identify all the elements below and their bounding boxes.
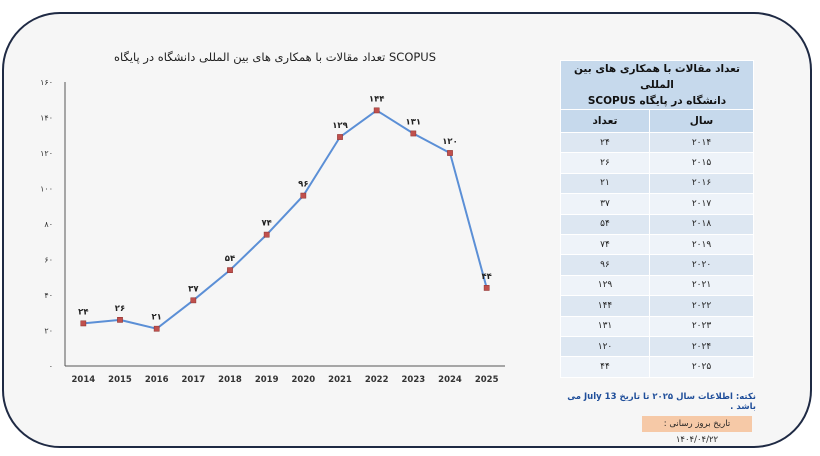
count-cell: ۵۴ [560,213,650,235]
series-line [83,109,488,330]
year-cell: ۲۰۱۸ [649,213,754,235]
y-tick-label: ۱۲۰ [40,149,53,158]
data-point [447,150,453,156]
x-tick-label: 2024 [438,375,462,385]
table-row: ۵۴ ۲۰۱۸ [560,213,754,235]
x-tick-label: 2019 [255,375,279,385]
count-cell: ۲۴ [560,131,650,154]
data-point [263,231,270,238]
year-cell: ۲۰۲۲ [649,295,754,317]
x-tick-label: 2020 [291,375,315,385]
y-tick-label: ۲۰ [44,327,53,336]
data-label: ۱۲۹ [332,121,348,131]
table-row: ۲۴ ۲۰۱۴ [560,131,754,154]
y-tick-label: ۶۰ [44,256,53,265]
count-cell: ۹۶ [560,254,650,276]
data-point [410,130,417,137]
table-row: ۱۲۹ ۲۰۲۱ [560,274,754,297]
table-row: ۱۴۴ ۲۰۲۲ [560,295,754,317]
year-cell: ۲۰۲۱ [649,274,754,297]
data-point [227,267,233,273]
count-cell: ۱۴۴ [560,295,650,317]
data-point [483,285,490,291]
table-row: ۲۶ ۲۰۱۵ [560,152,754,174]
table-title-line1: تعداد مقالات با همکاری های بین المللی [573,63,741,91]
table-title: تعداد مقالات با همکاری های بین المللی دا… [560,60,754,110]
x-tick-label: 2022 [365,375,389,385]
data-label: ۴۴ [481,272,491,282]
count-cell: ۲۱ [560,172,650,195]
data-point [80,320,87,327]
data-label: ۳۷ [188,284,199,294]
col-header-year: سال [649,109,754,133]
count-cell: ۷۴ [560,233,650,256]
year-cell: ۲۰۲۵ [649,356,754,378]
y-tick-label: ۴۰ [44,291,53,300]
y-tick-label: ۱۴۰ [40,114,53,123]
x-tick-label: 2015 [108,375,132,385]
year-cell: ۲۰۱۹ [649,233,754,256]
year-cell: ۲۰۱۴ [649,131,754,154]
count-cell: ۲۶ [560,152,650,174]
count-cell: ۳۷ [560,193,650,215]
x-tick-label: 2025 [475,375,499,385]
table-row: ۱۳۱ ۲۰۲۳ [560,315,754,337]
x-tick-label: 2023 [401,375,425,385]
y-tick-label: ۰ [49,362,53,371]
data-label: ۱۲۰ [442,137,458,147]
data-label: ۲۴ [78,307,88,317]
table-row: ۷۴ ۲۰۱۹ [560,233,754,256]
x-tick-label: 2017 [181,375,205,385]
chart-title: تعداد مقالات با همکاری های بین المللی دا… [113,50,437,64]
data-point [337,134,343,140]
count-cell: ۱۳۱ [560,315,650,337]
data-point [373,107,380,114]
data-label: ۲۱ [151,313,161,323]
year-cell: ۲۰۲۴ [649,335,754,358]
footnote: نکته: اطلاعات سال ۲۰۲۵ تا تاریخ 13 July … [567,392,756,412]
data-point [300,192,307,199]
table-title-line2: دانشگاه در پایگاه SCOPUS [587,95,727,107]
table-row: ۴۴ ۲۰۲۵ [560,356,754,378]
year-cell: ۲۰۱۶ [649,172,754,195]
x-tick-label: 2014 [71,375,95,385]
year-cell: ۲۰۲۳ [649,315,754,337]
data-label: ۱۳۱ [406,117,422,127]
x-tick-label: 2016 [145,375,169,385]
data-point [117,317,123,323]
data-point [190,297,197,304]
update-date: تاریخ بروز رسانی : ۱۴۰۴/۰۴/۲۲ [642,416,752,445]
count-cell: ۴۴ [560,356,650,378]
count-cell: ۱۲۰ [560,335,650,358]
data-label: ۱۴۴ [369,94,385,104]
table-row: ۹۶ ۲۰۲۰ [560,254,754,276]
data-label: ۲۶ [115,304,125,314]
col-header-count: تعداد [560,109,650,133]
year-cell: ۲۰۱۵ [649,152,754,174]
x-tick-label: 2018 [218,375,242,385]
data-point [153,325,160,332]
data-label: ۹۶ [298,180,308,190]
count-cell: ۱۲۹ [560,274,650,297]
x-tick-label: 2021 [328,375,352,385]
year-cell: ۲۰۲۰ [649,254,754,276]
data-label: ۷۴ [261,219,271,229]
y-tick-label: ۱۰۰ [40,185,53,194]
year-cell: ۲۰۱۷ [649,193,754,215]
y-tick-label: ۱۶۰ [40,78,53,87]
line-chart: ۰ ۲۰ ۴۰ ۶۰ ۸۰ ۱۰۰ ۱۲۰ ۱۴۰ ۱۶۰ 2014 2015 2016 2017 20… [40,78,505,385]
y-tick-label: ۸۰ [44,220,53,229]
table-row: ۳۷ ۲۰۱۷ [560,193,754,215]
table-row: ۱۲۰ ۲۰۲۴ [560,335,754,358]
data-table: تعداد مقالات با همکاری های بین المللی دا… [560,60,754,378]
table-row: ۲۱ ۲۰۱۶ [560,172,754,195]
data-label: ۵۴ [225,254,235,264]
